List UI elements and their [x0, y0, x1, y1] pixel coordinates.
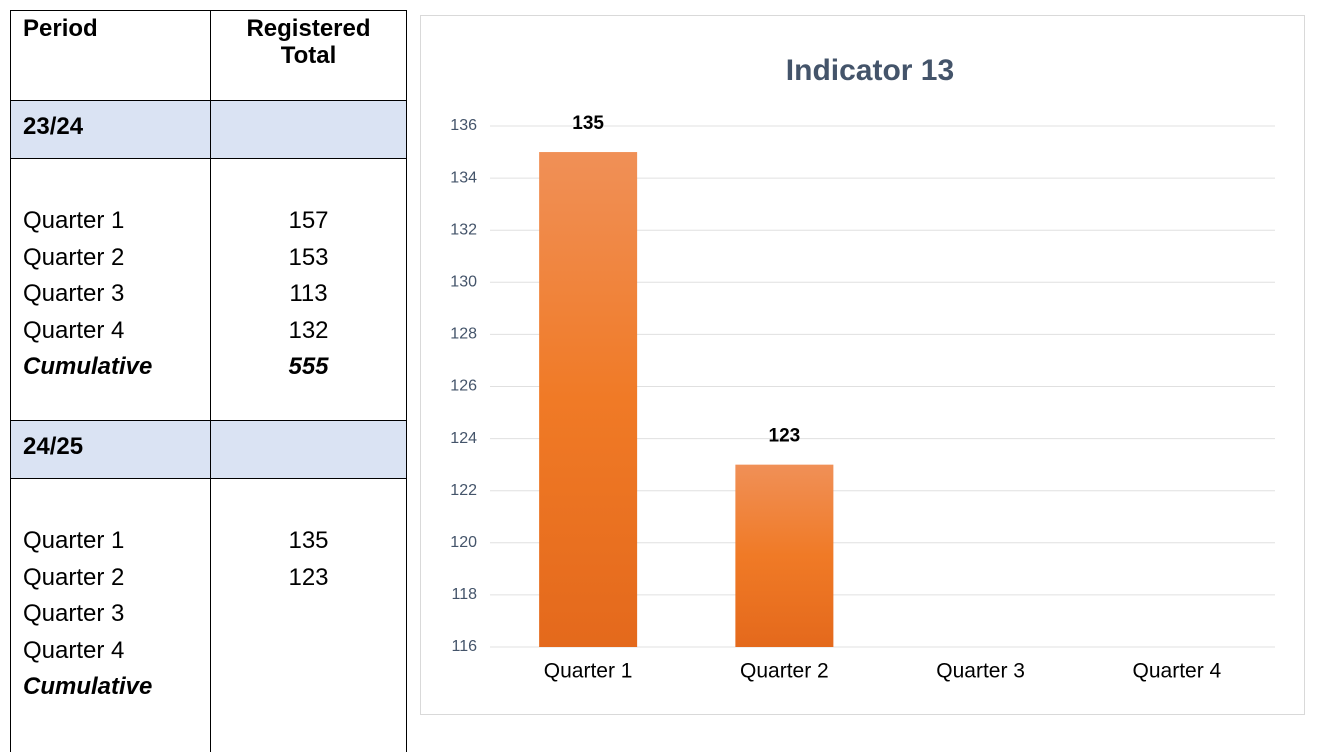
period-cell: 24/25 — [11, 421, 211, 478]
row-label: Cumulative — [23, 353, 153, 380]
y-tick-label: 122 — [450, 482, 477, 499]
y-tick-label: 128 — [450, 326, 477, 343]
header-row: Period Registered Total — [11, 11, 407, 101]
body-row: Quarter 1 Quarter 2 Quarter 3 Quarter 4 Cumu… — [11, 159, 407, 421]
y-tick-label: 116 — [451, 638, 477, 655]
row-label: Quarter 2 — [23, 243, 125, 271]
x-tick-label: Quarter 1 — [544, 660, 633, 683]
row-label: Quarter 3 — [23, 280, 125, 307]
row-value: 157 — [288, 207, 329, 234]
empty-cell — [211, 421, 407, 478]
row-value: 555 — [288, 353, 329, 380]
x-tick-label: Quarter 2 — [740, 660, 829, 683]
row-label: Quarter 1 — [23, 207, 125, 234]
label-cell: Quarter 1 Quarter 2 Quarter 3 Quarter 4 Cumu… — [11, 479, 211, 752]
y-tick-label: 118 — [451, 586, 477, 603]
x-tick-label: Quarter 3 — [936, 660, 1025, 683]
value-cell: 135 123 — [211, 479, 407, 752]
row-label: Quarter 1 — [23, 527, 125, 554]
row-value — [211, 669, 406, 706]
row-value — [211, 596, 406, 633]
row-label: Cumulative — [23, 673, 153, 700]
row-label: Quarter 4 — [23, 636, 125, 664]
y-tick-label: 120 — [450, 534, 477, 551]
section-row: 24/25 — [11, 421, 407, 479]
header-cell: Period — [11, 11, 211, 100]
header-cell: Registered Total — [211, 11, 407, 100]
label-cell: Quarter 1 Quarter 2 Quarter 3 Quarter 4 Cumu… — [11, 159, 211, 420]
row-value: 135 — [288, 527, 329, 554]
y-tick-label: 134 — [450, 169, 477, 186]
row-label: Quarter 4 — [23, 316, 125, 344]
row-value: 132 — [288, 316, 329, 344]
data-label: 135 — [572, 113, 604, 134]
period-cell: 23/24 — [11, 101, 211, 158]
chart-title: Indicator 13 — [786, 54, 954, 87]
chart: Indicator 13 116 118 120 122 124 126 128 130 132… — [420, 15, 1305, 715]
empty-cell — [211, 101, 407, 158]
row-label: Quarter 3 — [23, 600, 125, 627]
data-label: 123 — [769, 426, 801, 447]
value-cell: 157 153 113 132 555 — [211, 159, 407, 420]
row-value: 153 — [288, 243, 329, 271]
row-value: 123 — [288, 563, 329, 591]
body-row: Quarter 1 Quarter 2 Quarter 3 Quarter 4 Cumu… — [11, 479, 407, 752]
y-tick-label: 126 — [450, 378, 477, 395]
y-tick-label: 130 — [450, 274, 477, 291]
data-table: Period Registered Total 23/24 Quarter 1 Quar… — [10, 10, 407, 752]
row-value: 113 — [289, 280, 328, 307]
y-tick-label: 136 — [450, 117, 477, 134]
y-tick-label: 124 — [450, 430, 477, 447]
bar — [539, 152, 638, 648]
row-label: Quarter 2 — [23, 563, 125, 591]
row-value — [211, 633, 406, 670]
section-row: 23/24 — [11, 101, 407, 159]
x-tick-label: Quarter 4 — [1133, 660, 1222, 683]
bar — [735, 464, 834, 647]
y-tick-label: 132 — [450, 221, 477, 238]
